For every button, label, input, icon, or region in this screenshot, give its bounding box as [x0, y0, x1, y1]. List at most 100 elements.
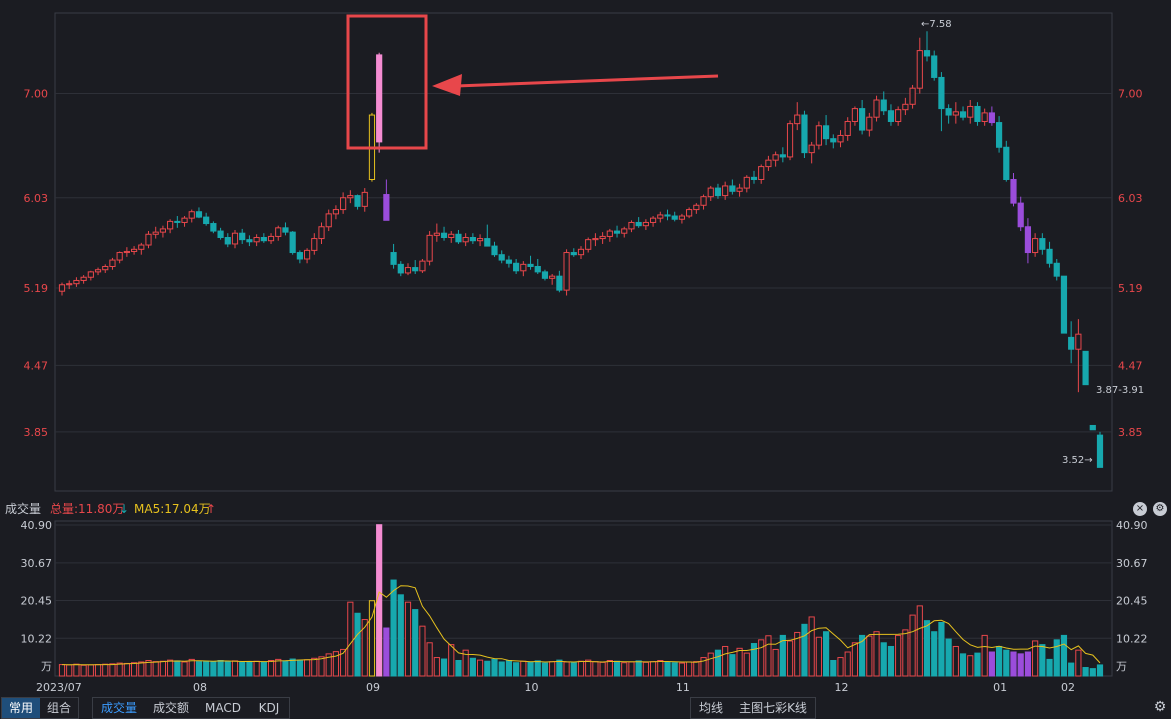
volume-bar — [289, 658, 296, 677]
tab-volume[interactable]: 成交量 — [100, 701, 137, 715]
volume-bar — [210, 661, 217, 677]
volume-bar — [585, 659, 592, 677]
tab-colorful-kline[interactable]: 主图七彩K线 — [739, 701, 807, 715]
candle-body — [758, 166, 765, 180]
volume-bar — [1039, 644, 1046, 677]
candle-body — [1046, 248, 1053, 264]
candle-body — [174, 220, 181, 223]
candle-body — [383, 194, 390, 221]
settings-icon[interactable]: ⚙ — [1153, 502, 1167, 516]
volume-bar — [404, 601, 412, 677]
volume-bar — [837, 657, 844, 677]
candle-body — [376, 54, 383, 143]
candle-body — [390, 252, 397, 265]
price-tick-label-right: 5.19 — [1118, 282, 1143, 295]
settings-gear-icon[interactable]: ⚙ — [1153, 699, 1167, 715]
volume-bar — [577, 660, 585, 677]
volume-bar — [1075, 649, 1082, 677]
candle-body — [534, 266, 541, 273]
candle-body — [246, 239, 253, 243]
volume-bar — [1003, 649, 1010, 677]
volume-bar — [318, 656, 325, 677]
tab-moving-average[interactable]: 均线 — [698, 701, 723, 715]
candle-body — [318, 226, 325, 240]
candle-body — [1082, 350, 1089, 386]
volume-bar — [664, 661, 671, 677]
tab-turnover[interactable]: 成交额 — [152, 701, 189, 715]
candle-body — [275, 227, 282, 237]
volume-bar — [570, 662, 577, 677]
volume-bar — [844, 651, 851, 677]
candle-body — [1096, 434, 1104, 468]
volume-bar — [743, 652, 750, 677]
volume-bar — [217, 660, 224, 677]
candle-body — [563, 252, 570, 291]
volume-tick-label-right: 40.90 — [1116, 519, 1148, 532]
highlight-arrow-shaft — [455, 74, 719, 88]
volume-bar — [239, 661, 246, 677]
candle-body — [642, 221, 649, 227]
volume-bar — [260, 661, 267, 677]
close-icon[interactable]: × — [1133, 502, 1147, 516]
volume-bar — [397, 594, 404, 677]
candle-body — [902, 103, 909, 111]
tab-macd[interactable]: MACD — [205, 701, 241, 715]
volume-bar — [390, 579, 397, 677]
candle-body — [217, 230, 224, 238]
volume-bar — [1046, 658, 1053, 677]
candle-body — [628, 221, 635, 230]
candle-body — [887, 110, 895, 122]
candle-body — [167, 220, 174, 230]
volume-bar — [195, 661, 203, 677]
volume-bar — [246, 661, 253, 677]
volume-bar — [621, 662, 628, 677]
candle-body — [311, 238, 318, 251]
volume-grid — [55, 524, 1112, 639]
tab-common[interactable]: 常用 — [2, 698, 40, 718]
candle-body — [476, 238, 484, 242]
candle-body — [491, 245, 498, 256]
date-tick-label: 09 — [366, 681, 380, 694]
candle-body — [325, 213, 332, 228]
volume-bar — [58, 664, 66, 677]
candle-body — [923, 50, 931, 57]
candle-body — [909, 87, 916, 105]
volume-bar — [267, 660, 275, 677]
date-tick-label: 01 — [993, 681, 1007, 694]
volume-bar — [505, 660, 513, 677]
volume-bar — [541, 662, 549, 677]
volume-bar — [779, 634, 786, 677]
volume-tick-label-right: 10.22 — [1116, 632, 1148, 645]
candle-body — [527, 263, 534, 268]
volume-bar — [145, 660, 152, 677]
candle-body — [952, 111, 959, 116]
candle-body — [844, 120, 851, 136]
volume-bar — [952, 645, 959, 677]
volume-bar — [1068, 662, 1075, 677]
candlestick-series — [58, 31, 1104, 468]
candle-body — [289, 231, 296, 254]
candle-body — [700, 196, 707, 206]
price-tick-label-left: 3.85 — [24, 426, 49, 439]
candle-body — [779, 154, 786, 158]
volume-tick-label-right: 万 — [1116, 660, 1127, 673]
candle-body — [722, 185, 729, 197]
candle-body — [448, 233, 455, 238]
volume-bar — [94, 664, 102, 677]
candle-body — [786, 123, 794, 158]
volume-bar — [513, 662, 520, 677]
volume-bar — [866, 635, 873, 677]
volume-bar — [520, 660, 527, 677]
volume-axis-right: 40.90 30.67 20.45 10.22 万 — [1116, 519, 1148, 673]
candle-body — [671, 215, 678, 220]
tab-kdj[interactable]: KDJ — [258, 701, 280, 715]
volume-bar — [448, 644, 455, 677]
volume-bar — [974, 652, 981, 677]
candle-body — [837, 134, 844, 143]
tab-combo[interactable]: 组合 — [46, 701, 71, 715]
volume-bar — [491, 658, 498, 677]
volume-bar — [592, 661, 599, 677]
candle-body — [729, 185, 736, 192]
volume-bar — [902, 629, 909, 677]
volume-bar — [426, 642, 433, 677]
